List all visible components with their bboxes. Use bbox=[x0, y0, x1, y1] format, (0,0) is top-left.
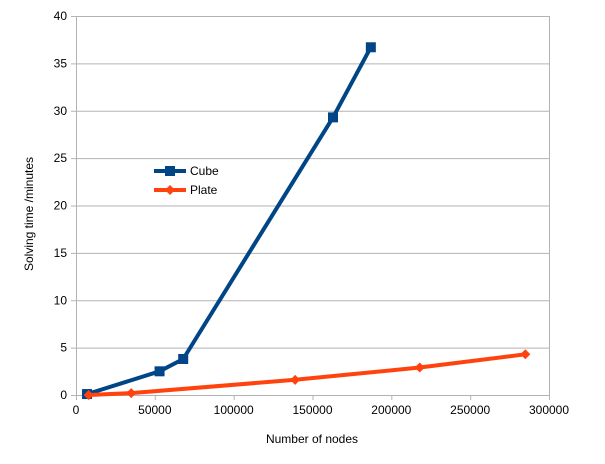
y-tick-label: 15 bbox=[54, 246, 68, 260]
series-plate bbox=[83, 349, 531, 400]
legend-label: Cube bbox=[190, 164, 219, 178]
legend-marker bbox=[165, 185, 175, 195]
x-tick-label: 200000 bbox=[371, 403, 411, 417]
x-tick-label: 100000 bbox=[214, 403, 254, 417]
x-tick-label: 50000 bbox=[138, 403, 172, 417]
data-point-plate bbox=[83, 390, 94, 400]
y-tick-label: 35 bbox=[54, 56, 68, 70]
legend-item-plate: Plate bbox=[154, 183, 218, 197]
series-group bbox=[82, 42, 531, 400]
x-axis-title: Number of nodes bbox=[266, 432, 358, 446]
data-point-plate bbox=[290, 374, 301, 385]
y-tick-label: 0 bbox=[60, 388, 67, 402]
axes bbox=[71, 16, 550, 400]
data-point-cube bbox=[327, 112, 338, 123]
x-tick-label: 250000 bbox=[450, 403, 490, 417]
y-tick-label: 25 bbox=[54, 151, 68, 165]
legend-item-cube: Cube bbox=[154, 164, 219, 178]
y-tick-label: 10 bbox=[54, 293, 68, 307]
legend: Cube Plate bbox=[154, 164, 219, 197]
x-tick-label: 150000 bbox=[292, 403, 332, 417]
x-tick-label: 300000 bbox=[529, 403, 569, 417]
data-point-cube bbox=[365, 42, 376, 53]
data-point-plate bbox=[126, 388, 137, 399]
y-tick-label: 5 bbox=[60, 341, 67, 355]
data-point-cube bbox=[178, 353, 189, 364]
data-point-cube bbox=[154, 366, 165, 377]
x-tick-label: 0 bbox=[73, 403, 80, 417]
y-axis-title: Solving time /minutes bbox=[22, 157, 36, 271]
data-point-plate bbox=[520, 349, 531, 360]
y-tick-labels: 0 5 10 15 20 25 30 35 40 bbox=[54, 9, 68, 402]
legend-label: Plate bbox=[190, 183, 218, 197]
y-tick-label: 20 bbox=[54, 199, 68, 213]
legend-marker bbox=[165, 166, 175, 176]
y-tick-label: 30 bbox=[54, 104, 68, 118]
y-tick-label: 40 bbox=[54, 9, 68, 23]
data-point-plate bbox=[414, 362, 425, 373]
x-tick-labels: 0 50000 100000 150000 200000 250000 300000 bbox=[73, 403, 570, 417]
